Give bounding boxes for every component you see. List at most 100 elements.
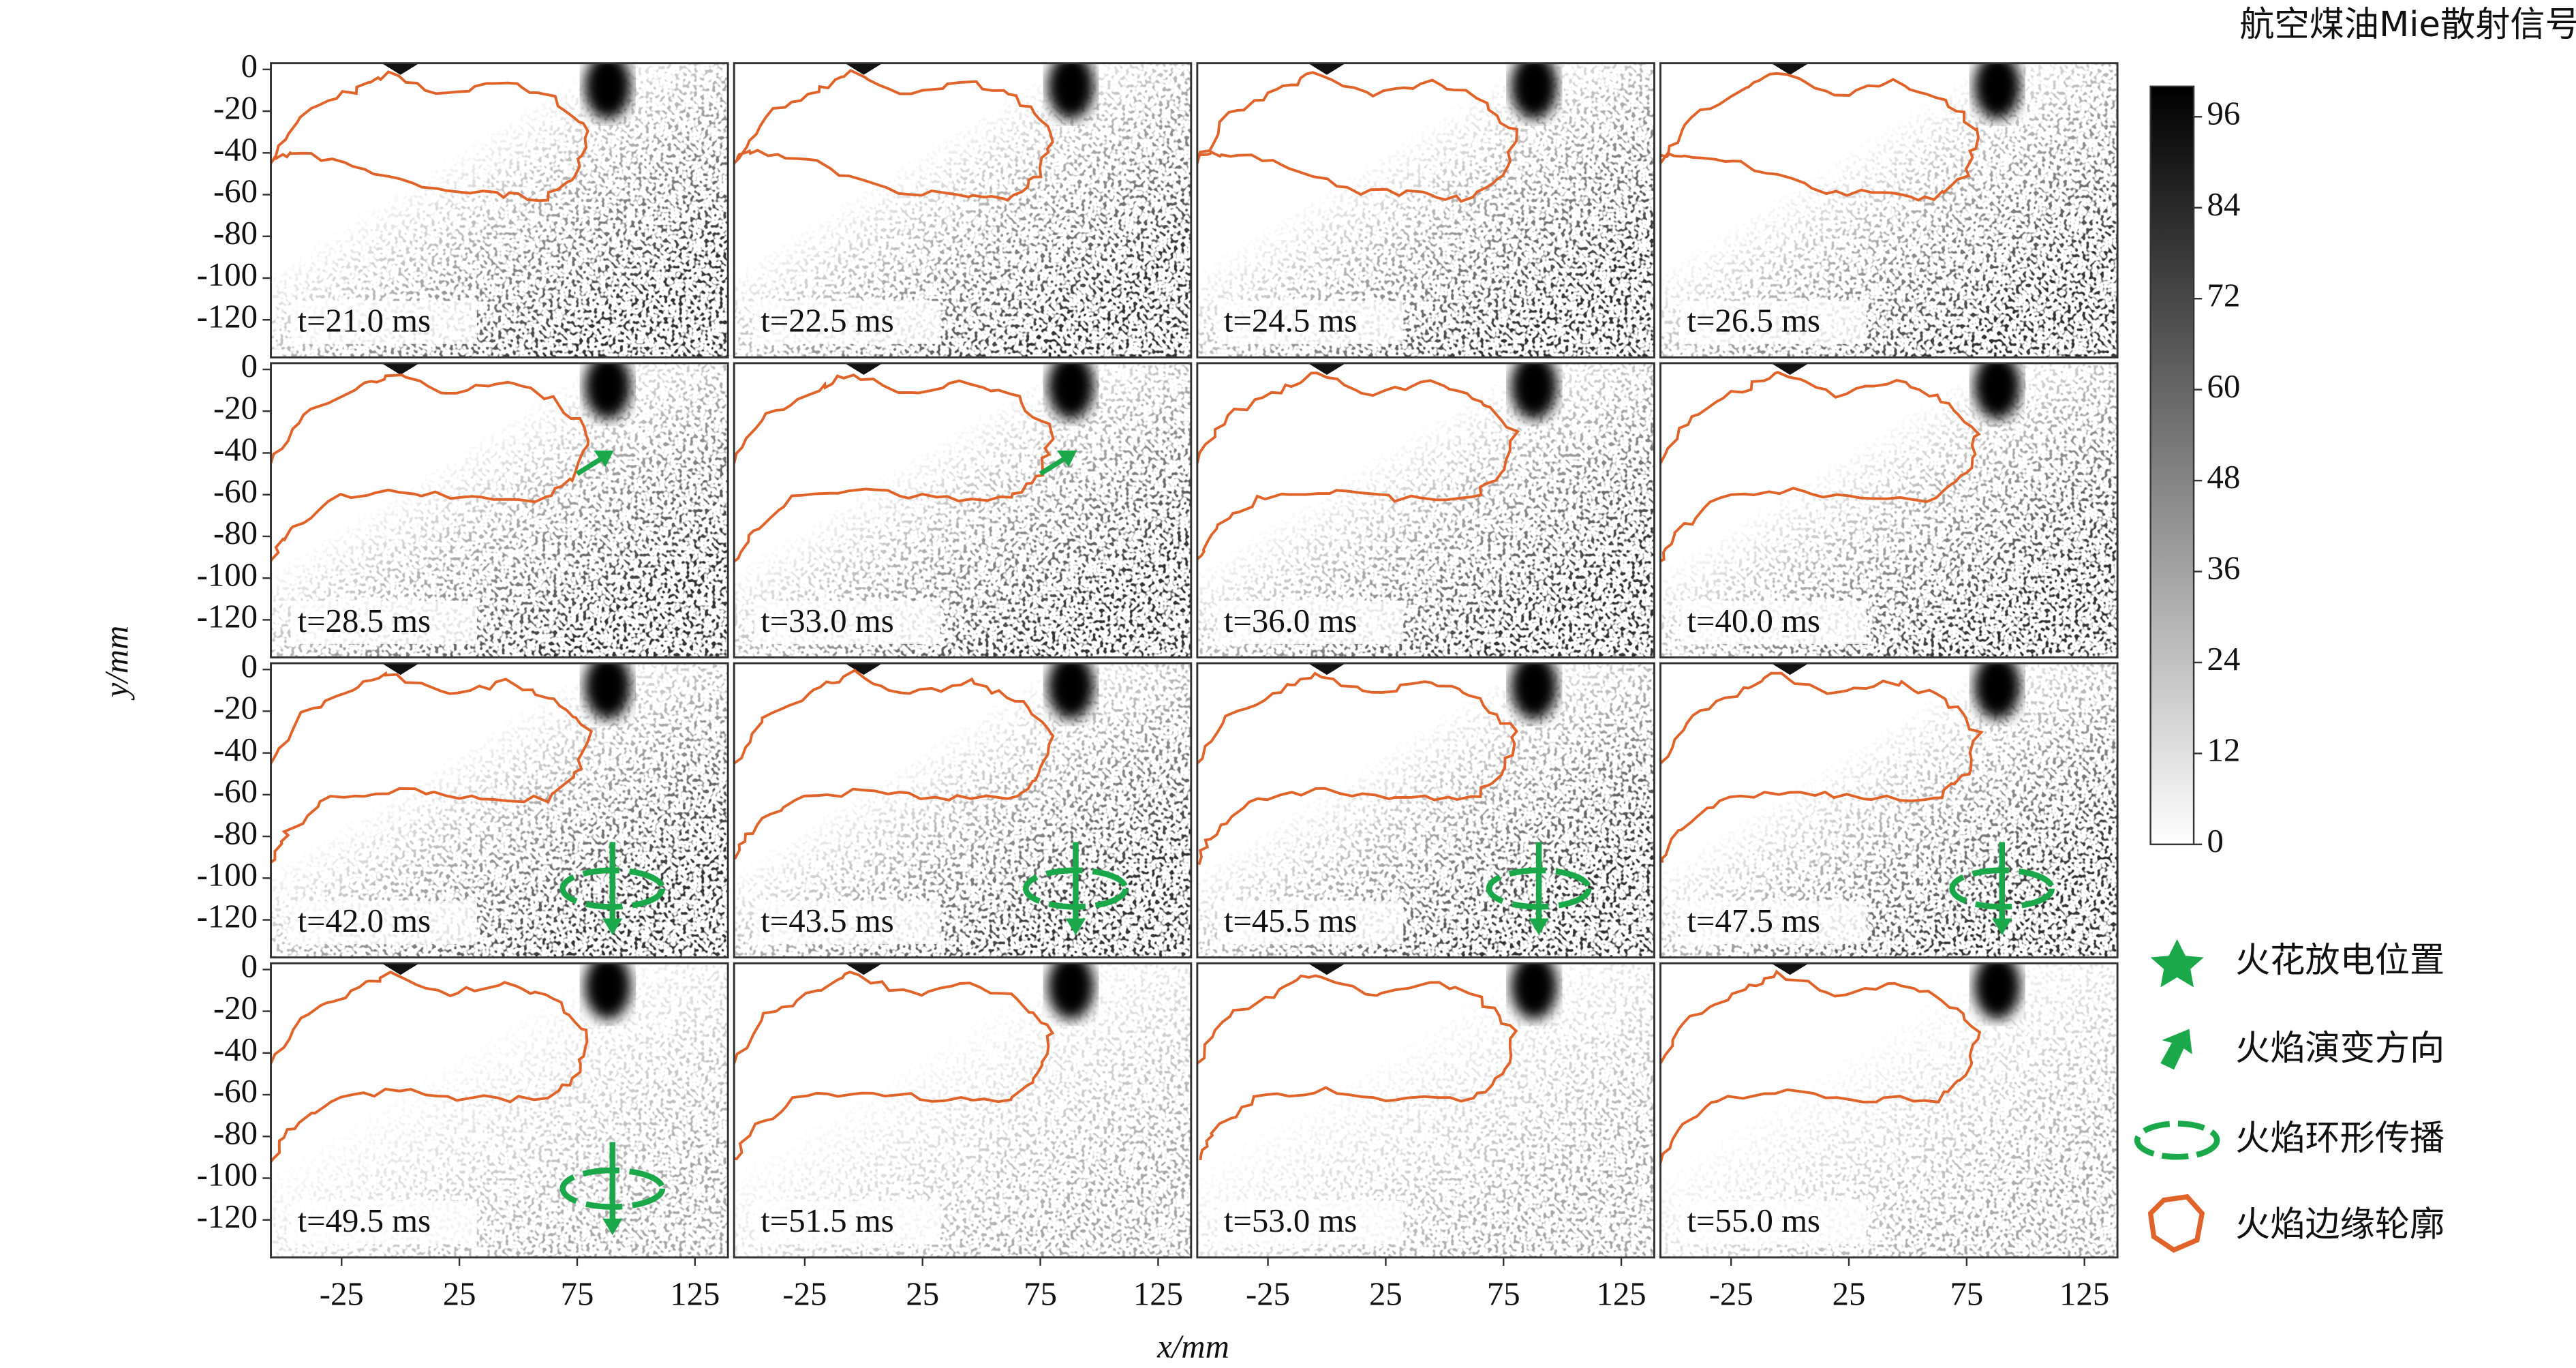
- panel-frame: [733, 362, 1193, 658]
- time-label: t=45.5 ms: [1224, 902, 1358, 939]
- time-label: t=24.5 ms: [1224, 303, 1358, 339]
- time-label-bg: [754, 301, 940, 344]
- y-tick-label: -20: [213, 990, 258, 1027]
- x-tick-label: 25: [1833, 1276, 1866, 1313]
- time-label: t=21.0 ms: [298, 303, 431, 339]
- colorbar-tick-label: 72: [2207, 277, 2241, 314]
- time-label: t=55.0 ms: [1687, 1202, 1821, 1239]
- x-tick-label: 75: [561, 1276, 594, 1313]
- time-label-bg: [290, 301, 477, 344]
- ring-arrow-head: [1065, 918, 1086, 935]
- y-tick-label: -60: [213, 173, 258, 210]
- colorbar-tick-label: 12: [2207, 732, 2241, 769]
- panel-frame: [1196, 662, 1655, 959]
- igniter: [382, 63, 420, 75]
- y-tick-label: 0: [241, 348, 258, 384]
- igniter: [1770, 663, 1809, 675]
- spray-plume: [584, 63, 632, 120]
- colorbar-tick-label: 0: [2207, 823, 2224, 860]
- x-tick-label: -25: [782, 1276, 827, 1313]
- time-label-bg: [290, 900, 477, 945]
- spray-plume: [1511, 363, 1558, 420]
- time-label: t=53.0 ms: [1224, 1202, 1358, 1239]
- y-tick-label: 0: [241, 648, 258, 684]
- direction-arrow-head: [1056, 450, 1077, 468]
- igniter: [844, 363, 883, 375]
- flame-contour: [1660, 969, 1982, 1164]
- panel-frame: [1659, 962, 2119, 1259]
- time-label-bg: [1680, 1200, 1867, 1245]
- time-label-bg: [290, 601, 477, 644]
- y-tick-label: -80: [213, 515, 258, 551]
- y-tick-label: -120: [197, 1198, 258, 1235]
- panel-frame: [270, 362, 729, 658]
- y-tick-label: -40: [213, 131, 258, 168]
- colorbar-tick-label: 84: [2207, 186, 2241, 223]
- y-tick-label: -100: [197, 256, 258, 293]
- panel-frame: [1659, 662, 2119, 959]
- direction-arrow: [1039, 455, 1069, 476]
- time-label: t=47.5 ms: [1687, 902, 1821, 939]
- time-label: t=51.5 ms: [761, 1202, 894, 1239]
- time-label-bg: [1217, 601, 1404, 644]
- time-label-bg: [754, 601, 940, 644]
- time-label-bg: [754, 1200, 940, 1245]
- x-tick-label: 125: [670, 1276, 720, 1313]
- igniter: [1308, 63, 1346, 75]
- x-tick-label: 25: [1369, 1276, 1402, 1313]
- x-tick-label: 75: [1487, 1276, 1520, 1313]
- x-tick-label: 125: [1597, 1276, 1646, 1313]
- flame-contour: [1197, 671, 1519, 866]
- colorbar-tick-label: 48: [2207, 459, 2241, 496]
- y-tick-label: 0: [241, 48, 258, 85]
- igniter: [1770, 363, 1809, 375]
- time-label: t=22.5 ms: [761, 303, 894, 339]
- spray-plume: [1511, 63, 1558, 120]
- igniter: [844, 663, 883, 675]
- time-label: t=42.0 ms: [298, 902, 431, 939]
- y-tick-label: -80: [213, 1114, 258, 1151]
- spray-plume: [1511, 963, 1558, 1020]
- igniter: [1770, 963, 1809, 975]
- y-tick-label: -20: [213, 690, 258, 727]
- flame-contour: [1660, 371, 1981, 563]
- time-label-bg: [1680, 601, 1867, 644]
- y-tick-label: -20: [213, 89, 258, 126]
- spray-plume: [1974, 963, 2021, 1020]
- legend-icons: [2134, 939, 2220, 1253]
- flame-contour: [734, 971, 1055, 1161]
- flame-contour: [271, 671, 594, 864]
- flame-contour: [1197, 71, 1519, 203]
- time-label: t=49.5 ms: [298, 1202, 431, 1239]
- panel-frame: [270, 662, 729, 959]
- x-tick-label: 75: [1024, 1276, 1057, 1313]
- x-tick-label: -25: [1709, 1276, 1753, 1313]
- ring-arrow-head: [602, 1218, 623, 1236]
- flame-contour: [271, 70, 589, 202]
- time-label-bg: [1217, 301, 1404, 344]
- time-label: t=26.5 ms: [1687, 303, 1821, 339]
- y-tick-label: 0: [241, 948, 258, 985]
- time-label: t=28.5 ms: [298, 603, 431, 639]
- time-label-bg: [1217, 900, 1404, 945]
- y-tick-label: -120: [197, 598, 258, 635]
- colorbar: [2149, 85, 2195, 846]
- y-tick-label: -120: [197, 298, 258, 335]
- y-tick-label: -40: [213, 1031, 258, 1068]
- spray-plume: [1974, 363, 2021, 420]
- spray-plume: [1047, 363, 1094, 420]
- igniter: [844, 963, 883, 975]
- ring-arrow-head: [602, 918, 623, 935]
- y-tick-label: -80: [213, 215, 258, 252]
- colorbar-tick-label: 96: [2207, 95, 2241, 132]
- spray-plume: [1511, 663, 1558, 720]
- igniter: [382, 363, 420, 375]
- flame-contour: [1660, 72, 1980, 202]
- igniter: [1770, 63, 1809, 75]
- y-axis-label: y/mm: [98, 626, 135, 701]
- spray-plume: [1974, 663, 2021, 720]
- legend-label: 火焰演变方向: [2235, 1028, 2444, 1069]
- panel-frame: [733, 62, 1193, 359]
- colorbar-tick-label: 60: [2207, 368, 2241, 405]
